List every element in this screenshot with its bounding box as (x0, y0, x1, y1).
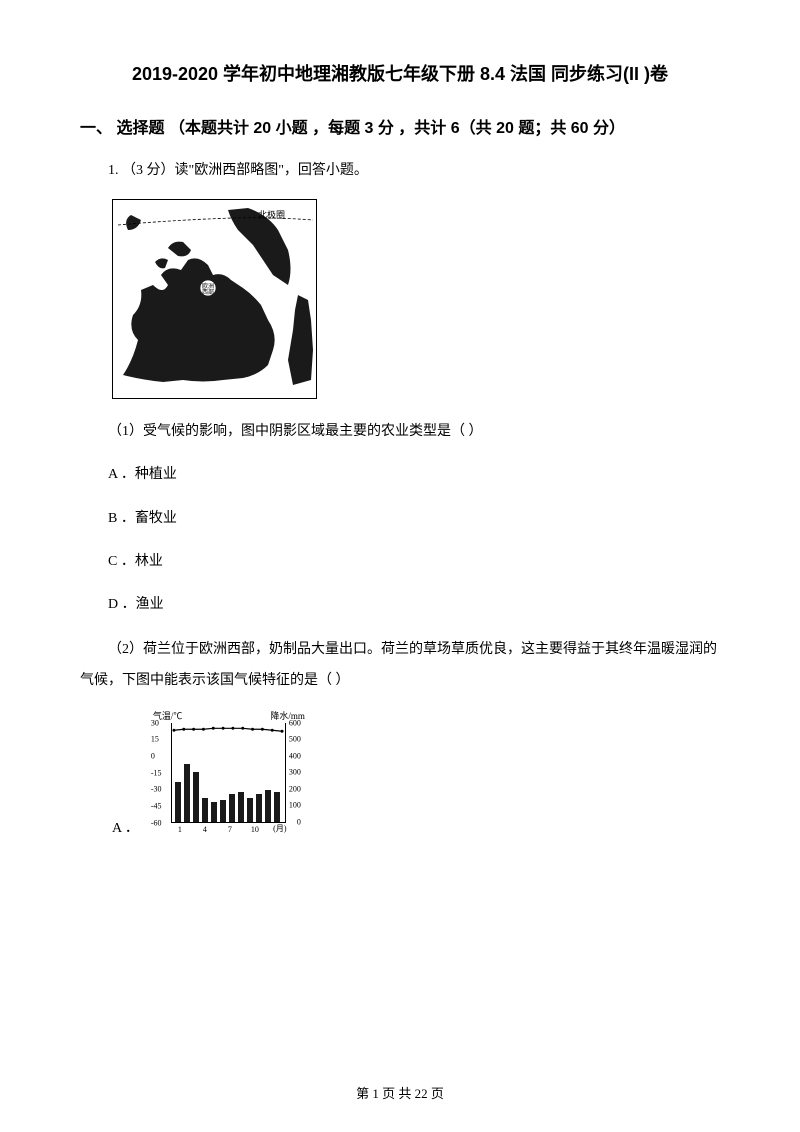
precipitation-bar (247, 798, 253, 822)
temp-marker (231, 727, 234, 730)
page-title: 2019-2020 学年初中地理湘教版七年级下册 8.4 法国 同步练习(II … (80, 60, 720, 86)
y-tick-left: -60 (151, 818, 162, 827)
section-number: 一、 (80, 120, 112, 137)
temp-marker (221, 727, 224, 730)
y-tick-left: -15 (151, 768, 162, 777)
precipitation-bar (175, 782, 181, 822)
precipitation-bar (220, 800, 226, 822)
temp-marker (280, 729, 283, 732)
x-tick: 1 (178, 825, 182, 834)
precipitation-bar (229, 794, 235, 822)
x-tick: 4 (203, 825, 207, 834)
climate-chart: 气温/℃ 降水/mm 600500400300200100014710(月) 3… (147, 711, 307, 841)
chart-option-label: A ． (112, 817, 139, 841)
y-tick-left: -30 (151, 785, 162, 794)
y-tick-right: 600 (289, 718, 301, 727)
y-tick-right: 200 (289, 784, 301, 793)
question-1-intro: 1. （3 分）读"欧洲西部略图"，回答小题。 (80, 158, 720, 183)
temp-marker (261, 728, 264, 731)
sub-q2-line2: 气候，下图中能表示该国气候特征的是（ ） (80, 673, 350, 688)
temp-marker (212, 727, 215, 730)
precipitation-bar (274, 792, 280, 822)
y-tick-left: -45 (151, 802, 162, 811)
sub-q2-line1: （2）荷兰位于欧洲西部，奶制品大量出口。荷兰的草场草质优良，这主要得益于其终年温… (80, 635, 720, 666)
precipitation-bar (256, 794, 262, 822)
x-tick: (月) (273, 823, 286, 834)
sub-question-2: （2）荷兰位于欧洲西部，奶制品大量出口。荷兰的草场草质优良，这主要得益于其终年温… (80, 635, 720, 697)
temp-marker (172, 728, 175, 731)
temp-marker (271, 728, 274, 731)
europe-map-svg: 北极圈 欧洲 西部 (113, 200, 317, 399)
temp-marker (202, 728, 205, 731)
precipitation-bar (211, 802, 217, 822)
precipitation-bar (265, 790, 271, 822)
chart-plot-area: 600500400300200100014710(月) (171, 723, 286, 823)
section-detail: （本题共计 20 小题 ，每题 3 分 ，共计 6（共 20 题；共 60 分） (169, 120, 625, 137)
x-tick: 10 (251, 825, 259, 834)
y-tick-left: 0 (151, 752, 155, 761)
y-tick-right: 0 (297, 817, 301, 826)
option-a: A ．种植业 (80, 462, 720, 487)
precipitation-bar (184, 764, 190, 822)
y-tick-left: 15 (151, 735, 159, 744)
y-tick-left: 30 (151, 718, 159, 727)
europe-map-figure: 北极圈 欧洲 西部 (112, 199, 720, 399)
y-tick-right: 300 (289, 768, 301, 777)
sub-question-1: （1）受气候的影响，图中阴影区域最主要的农业类型是（ ） (80, 419, 720, 444)
precipitation-bar (193, 772, 199, 822)
temp-marker (182, 728, 185, 731)
y-tick-right: 100 (289, 801, 301, 810)
precipitation-bar (238, 792, 244, 822)
y-tick-right: 500 (289, 735, 301, 744)
svg-text:西部: 西部 (202, 288, 214, 296)
precipitation-bar (202, 798, 208, 822)
option-b: B ．畜牧业 (80, 506, 720, 531)
temp-marker (251, 728, 254, 731)
option-c: C ．林业 (80, 549, 720, 574)
page-footer: 第 1 页 共 22 页 (0, 1083, 800, 1102)
temp-marker (241, 727, 244, 730)
climate-chart-option-a: A ． 气温/℃ 降水/mm 600500400300200100014710(… (112, 711, 720, 841)
temp-marker (192, 728, 195, 731)
svg-text:欧洲: 欧洲 (202, 282, 214, 290)
section-header: 一、 选择题 （本题共计 20 小题 ，每题 3 分 ，共计 6（共 20 题；… (80, 114, 720, 138)
svg-text:北极圈: 北极圈 (258, 209, 285, 220)
x-tick: 7 (228, 825, 232, 834)
section-label: 选择题 (116, 120, 164, 137)
option-d: D ．渔业 (80, 592, 720, 617)
map-box: 北极圈 欧洲 西部 (112, 199, 317, 399)
y-tick-right: 400 (289, 751, 301, 760)
